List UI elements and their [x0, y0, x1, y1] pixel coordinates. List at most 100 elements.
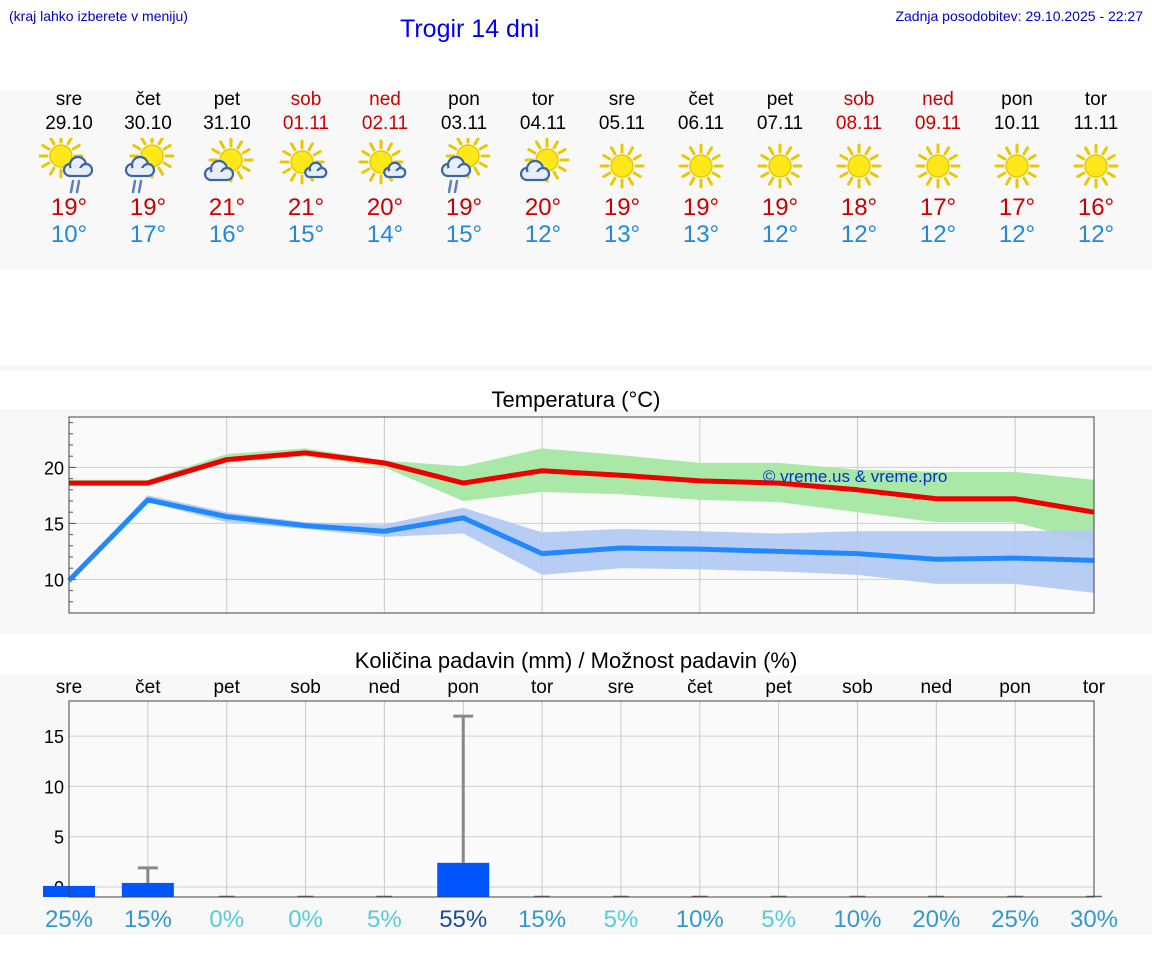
- max-temperature: 16°: [1077, 194, 1115, 221]
- precip-day-label: tor: [1083, 677, 1106, 698]
- day-name: ned: [369, 89, 401, 110]
- precip-day-label: čet: [135, 677, 161, 698]
- day-column: čet 06.11 19° 13°: [661, 90, 741, 250]
- min-temperature: 12°: [840, 221, 878, 248]
- min-temperature: 10°: [50, 221, 88, 248]
- precip-probability: 15%: [518, 906, 566, 933]
- max-temperature: 19°: [603, 194, 641, 221]
- min-temperature: 13°: [603, 221, 641, 248]
- rain-shape: [447, 179, 459, 194]
- precip-day-label: pon: [999, 677, 1031, 698]
- sun-small-cloud-icon: [358, 139, 407, 185]
- min-temperature: 12°: [1077, 221, 1115, 248]
- cloud-sun-icon: [519, 138, 570, 183]
- max-temperature: 19°: [761, 194, 799, 221]
- day-date: 02.11: [361, 113, 409, 134]
- max-temperature: 21°: [287, 194, 325, 221]
- precip-probability: 5%: [604, 906, 639, 933]
- day-date: 29.10: [45, 113, 93, 134]
- day-date: 03.11: [440, 113, 488, 134]
- max-temperature: 19°: [445, 194, 483, 221]
- precip-probability: 5%: [367, 906, 402, 933]
- cloud-shape: [203, 159, 235, 182]
- min-temperature: 15°: [445, 221, 483, 248]
- precip-bar: [437, 862, 490, 897]
- day-date: 05.11: [598, 113, 646, 134]
- precip-probability: 25%: [45, 906, 93, 933]
- sun-icon: [915, 143, 961, 189]
- min-temperature-line: [67, 497, 1095, 583]
- y-tick-label: 15: [44, 514, 64, 534]
- day-name: pon: [448, 89, 480, 110]
- max-temperature: 17°: [919, 194, 957, 221]
- day-date: 10.11: [993, 113, 1041, 134]
- rain-shape: [131, 179, 143, 194]
- page-title: Trogir 14 dni: [400, 15, 540, 43]
- y-tick-label: 10: [44, 570, 64, 590]
- day-name: tor: [531, 89, 555, 110]
- cloud-sun-rain-icon: [124, 138, 175, 194]
- day-name: tor: [1084, 89, 1108, 110]
- day-date: 11.11: [1073, 113, 1119, 134]
- sun-shape: [915, 143, 961, 189]
- rain-shape: [69, 179, 81, 194]
- watermark: © vreme.us & vreme.pro: [763, 467, 947, 486]
- day-name: pet: [213, 89, 241, 110]
- sun-shape: [757, 143, 803, 189]
- precip-probability: 0%: [209, 906, 244, 933]
- day-name: pon: [1001, 89, 1033, 110]
- location-hint: (kraj lahko izberete v meniju): [9, 8, 188, 24]
- day-name: sre: [55, 89, 83, 110]
- plot-frame: [68, 700, 1095, 898]
- max-temperature: 20°: [524, 194, 562, 221]
- day-column: pet 31.10 21° 16°: [187, 90, 267, 250]
- min-temperature: 12°: [919, 221, 957, 248]
- min-temperature: 13°: [682, 221, 720, 248]
- min-temperature-band: [69, 495, 1094, 593]
- day-name: čet: [688, 89, 714, 110]
- y-tick-label: 20: [44, 458, 64, 478]
- precip-probability: 25%: [991, 906, 1039, 933]
- min-temperature: 14°: [366, 221, 404, 248]
- cloud-shape: [62, 155, 94, 178]
- precip-probability: 55%: [439, 906, 487, 933]
- day-column: pon 03.11 19° 15°: [424, 90, 504, 250]
- cloud-sun-icon: [203, 138, 254, 183]
- precip-day-label: ned: [920, 677, 952, 698]
- precip-probability: 30%: [1070, 906, 1118, 933]
- day-column: pet 07.11 19° 12°: [740, 90, 820, 250]
- y-tick-label: 5: [54, 828, 64, 848]
- precipitation-chart: sre čet pet sob ned pon tor sre čet pet sob ned pon t…: [43, 677, 1118, 933]
- sun-cloud-rain-icon: [39, 138, 94, 194]
- day-name: čet: [135, 89, 161, 110]
- day-date: 04.11: [519, 113, 567, 134]
- precip-day-label: sob: [842, 677, 873, 698]
- day-name: sre: [608, 89, 636, 110]
- precip-probability: 10%: [676, 906, 724, 933]
- sun-shape: [678, 143, 724, 189]
- precip-probability: 5%: [761, 906, 796, 933]
- precip-day-label: pet: [765, 677, 792, 698]
- precip-day-label: sre: [608, 677, 634, 698]
- day-column: sob 01.11 21° 15°: [266, 90, 346, 250]
- cloud-shape: [124, 155, 156, 178]
- day-column: sre 29.10 19° 10°: [29, 90, 109, 250]
- sun-icon: [599, 143, 645, 189]
- sun-shape: [599, 143, 645, 189]
- precip-day-label: tor: [531, 677, 554, 698]
- precip-probability: 20%: [912, 906, 960, 933]
- cloud-shape: [519, 159, 551, 182]
- sun-shape: [994, 143, 1040, 189]
- day-date: 09.11: [914, 113, 962, 134]
- day-name: ned: [922, 89, 954, 110]
- sun-icon: [836, 143, 882, 189]
- y-tick-label: 15: [44, 727, 64, 747]
- sun-small-cloud-icon: [279, 139, 328, 185]
- day-column: sre 05.11 19° 13°: [582, 90, 662, 250]
- min-temperature: 15°: [287, 221, 325, 248]
- day-column: ned 09.11 17° 12°: [898, 90, 978, 250]
- sun-icon: [678, 143, 724, 189]
- day-column: ned 02.11 20° 14°: [345, 90, 425, 250]
- sun-icon: [757, 143, 803, 189]
- temperature-chart: 10 15 20 © vreme.us & vreme.pro: [44, 416, 1095, 614]
